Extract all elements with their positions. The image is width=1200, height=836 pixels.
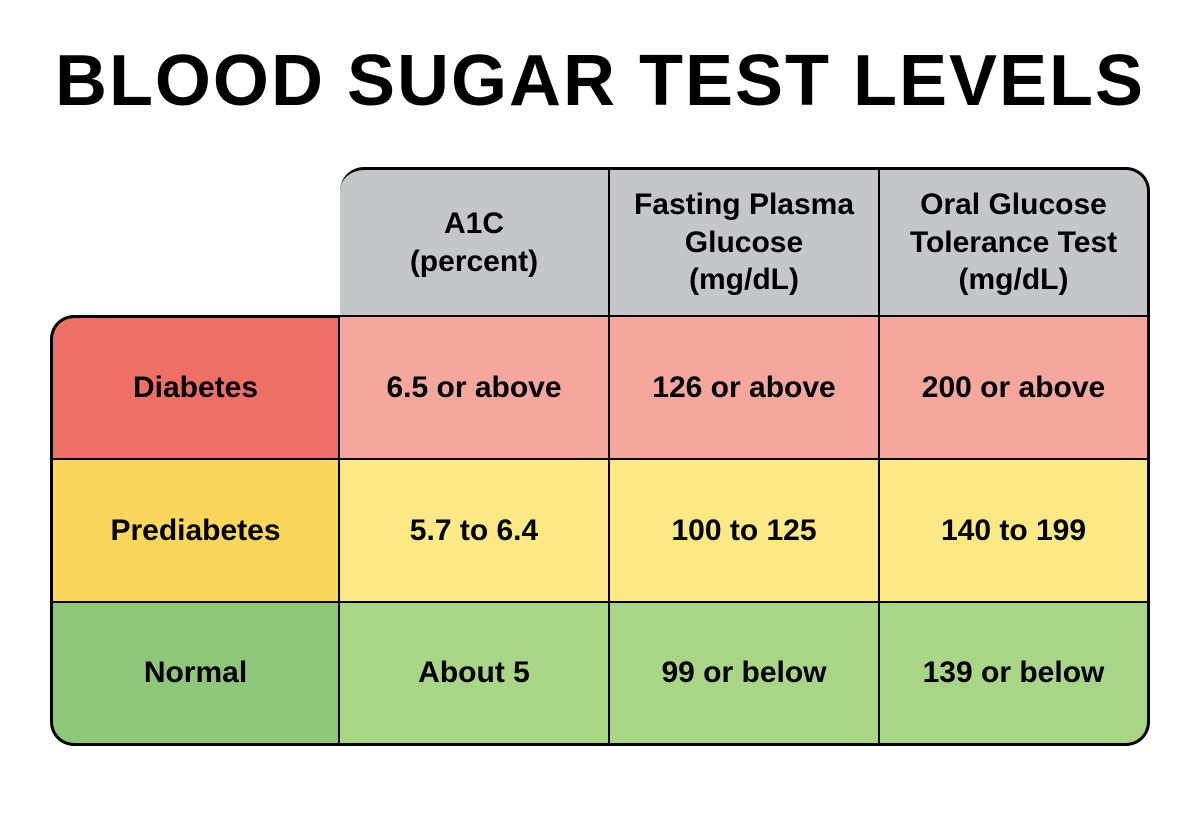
table-row: Diabetes 6.5 or above 126 or above 200 o… <box>50 315 1150 460</box>
cell-normal-a1c: About 5 <box>340 601 610 746</box>
blood-sugar-table: A1C(percent) Fasting PlasmaGlucose(mg/dL… <box>50 167 1150 746</box>
cell-diabetes-a1c: 6.5 or above <box>340 315 610 460</box>
cell-diabetes-ogtt: 200 or above <box>880 315 1150 460</box>
header-ogtt: Oral GlucoseTolerance Test(mg/dL) <box>880 167 1150 317</box>
table-header-row: A1C(percent) Fasting PlasmaGlucose(mg/dL… <box>50 167 1150 317</box>
header-fpg: Fasting PlasmaGlucose(mg/dL) <box>610 167 880 317</box>
header-blank <box>50 167 340 317</box>
page-title: BLOOD SUGAR TEST LEVELS <box>50 40 1150 122</box>
cell-prediabetes-ogtt: 140 to 199 <box>880 458 1150 603</box>
cell-normal-ogtt: 139 or below <box>880 601 1150 746</box>
cell-prediabetes-a1c: 5.7 to 6.4 <box>340 458 610 603</box>
row-label-normal: Normal <box>50 601 340 746</box>
header-a1c: A1C(percent) <box>340 167 610 317</box>
row-label-diabetes: Diabetes <box>50 315 340 460</box>
cell-normal-fpg: 99 or below <box>610 601 880 746</box>
row-label-prediabetes: Prediabetes <box>50 458 340 603</box>
cell-prediabetes-fpg: 100 to 125 <box>610 458 880 603</box>
table-row: Normal About 5 99 or below 139 or below <box>50 601 1150 746</box>
table-row: Prediabetes 5.7 to 6.4 100 to 125 140 to… <box>50 458 1150 603</box>
cell-diabetes-fpg: 126 or above <box>610 315 880 460</box>
